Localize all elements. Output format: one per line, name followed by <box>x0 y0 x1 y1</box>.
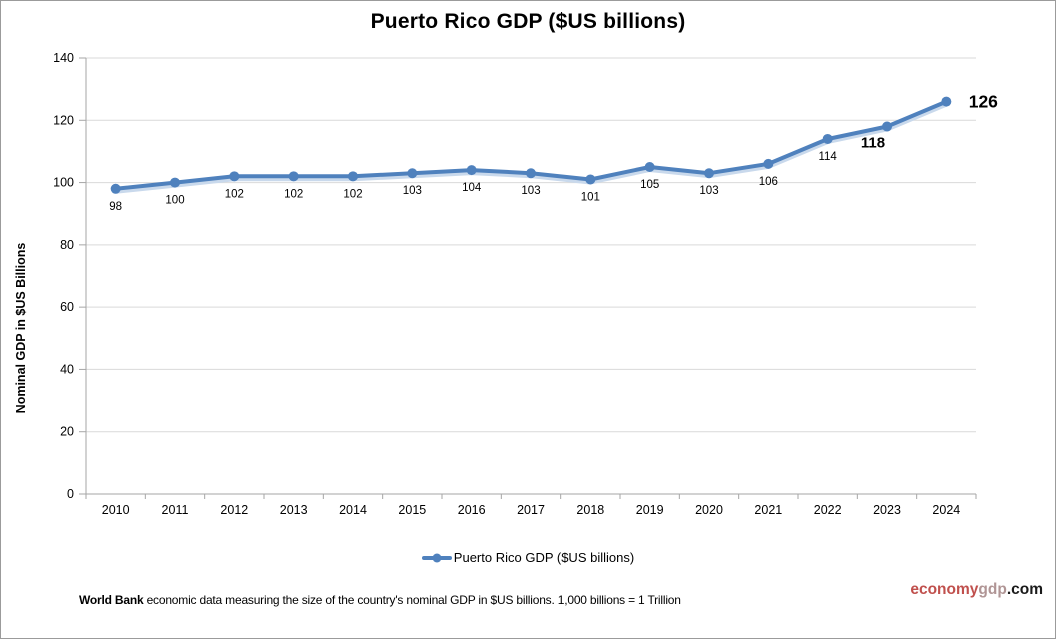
footer-note: World Bank economic data measuring the s… <box>79 593 681 607</box>
site-link[interactable]: economygdp.com <box>910 581 1043 599</box>
x-tick-label: 2023 <box>873 503 901 517</box>
data-point-marker <box>526 168 536 179</box>
legend-label: Puerto Rico GDP ($US billions) <box>453 550 635 565</box>
x-tick-label: 2017 <box>517 503 545 517</box>
data-point-label: 100 <box>165 195 184 207</box>
y-tick-label: 20 <box>60 425 74 439</box>
chart-title: Puerto Rico GDP ($US billions) <box>370 10 686 33</box>
data-point-marker <box>704 168 714 179</box>
data-point-label: 106 <box>759 176 778 188</box>
site-economy: economy <box>910 581 979 598</box>
x-tick-label: 2016 <box>458 503 486 517</box>
data-point-marker <box>110 183 121 194</box>
x-tick-label: 2019 <box>636 503 664 517</box>
x-tick-label: 2015 <box>398 503 426 517</box>
data-point-label: 102 <box>343 188 362 200</box>
data-point-label: 105 <box>640 179 659 191</box>
y-tick-label: 140 <box>53 51 74 65</box>
legend-dot-icon <box>432 553 442 562</box>
legend: Puerto Rico GDP ($US billions) <box>1 550 1055 565</box>
data-point-marker <box>229 171 240 182</box>
data-point-marker <box>585 174 596 185</box>
x-tick-label: 2020 <box>695 503 723 517</box>
data-point-label: 102 <box>284 188 303 200</box>
footer-source: World Bank <box>79 593 144 607</box>
data-point-marker <box>882 121 892 132</box>
data-point-label: 104 <box>462 182 482 194</box>
x-tick-label: 2024 <box>932 503 960 517</box>
y-tick-label: 40 <box>60 362 74 376</box>
data-point-label: 114 <box>818 151 837 163</box>
x-tick-label: 2012 <box>220 503 248 517</box>
data-point-marker <box>644 162 655 172</box>
footer-description: economic data measuring the size of the … <box>143 593 681 607</box>
data-point-label: 102 <box>225 188 244 200</box>
data-point-label: 126 <box>969 92 998 112</box>
data-point-label: 101 <box>581 191 600 203</box>
y-tick-label: 60 <box>60 300 74 314</box>
x-tick-label: 2014 <box>339 503 367 517</box>
data-point-label: 103 <box>521 185 540 197</box>
data-point-label: 103 <box>403 185 422 197</box>
x-tick-label: 2010 <box>102 503 130 517</box>
site-gdp: gdp <box>978 581 1007 598</box>
data-point-label: 103 <box>699 185 718 197</box>
y-tick-label: 120 <box>53 113 74 127</box>
y-tick-label: 100 <box>53 176 74 190</box>
data-point-label: 98 <box>109 201 122 213</box>
data-point-marker <box>822 133 833 144</box>
x-tick-label: 2018 <box>576 503 604 517</box>
data-point-marker <box>466 165 477 176</box>
data-point-marker <box>763 158 774 169</box>
x-tick-label: 2011 <box>162 503 189 517</box>
y-axis-title: Nominal GDP in $US Billions <box>14 243 28 414</box>
data-point-label: 118 <box>861 135 885 152</box>
x-tick-label: 2021 <box>754 503 782 517</box>
y-tick-label: 0 <box>67 487 74 501</box>
site-com: .com <box>1006 581 1043 598</box>
data-point-marker <box>288 171 299 182</box>
data-point-marker <box>407 168 418 179</box>
x-tick-label: 2013 <box>280 503 308 517</box>
data-point-marker <box>170 177 180 188</box>
data-point-marker <box>348 171 358 182</box>
x-tick-label: 2022 <box>814 503 842 517</box>
gdp-line-chart: Nominal GDP in $US Billions 0 20 40 60 80 100… <box>14 51 998 517</box>
y-tick-label: 80 <box>60 238 74 252</box>
legend-line-marker-icon <box>421 553 452 562</box>
data-point-marker <box>941 96 952 107</box>
